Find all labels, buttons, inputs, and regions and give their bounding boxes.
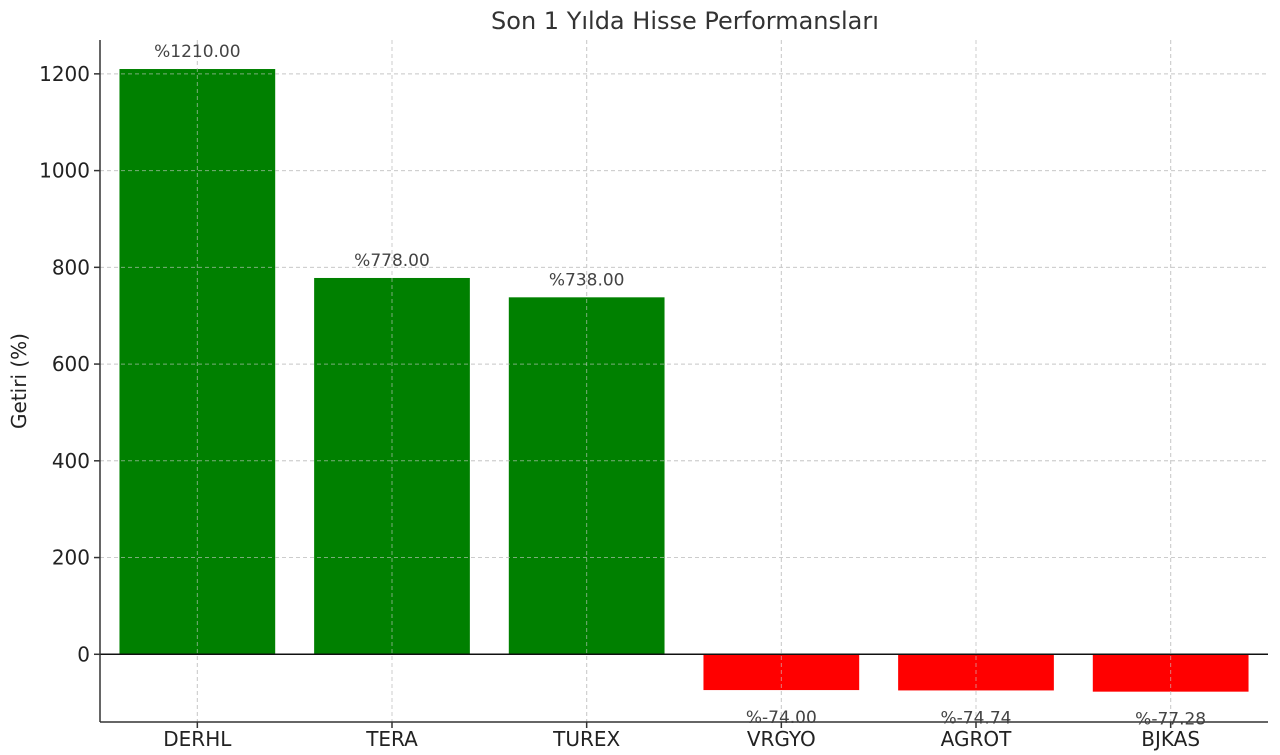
- y-tick-label: 600: [52, 352, 90, 376]
- x-tick-label-bjkas: BJKAS: [1141, 727, 1200, 751]
- data-label-turex: %738.00: [549, 270, 625, 290]
- data-label-derhl: %1210.00: [154, 42, 240, 62]
- data-label-agrot: %-74.74: [941, 708, 1012, 728]
- data-label-vrgyo: %-74.00: [746, 708, 817, 728]
- x-tick-label-derhl: DERHL: [163, 727, 232, 751]
- chart-title: Son 1 Yılda Hisse Performansları: [491, 7, 879, 35]
- y-tick-label: 1000: [39, 159, 90, 183]
- y-axis-label: Getiri (%): [7, 333, 31, 429]
- x-tick-label-tera: TERA: [365, 727, 418, 751]
- x-tick-label-vrgyo: VRGYO: [747, 727, 816, 751]
- y-tick-label: 200: [52, 546, 90, 570]
- y-tick-label: 400: [52, 449, 90, 473]
- x-tick-label-turex: TUREX: [552, 727, 620, 751]
- y-tick-label: 800: [52, 255, 90, 279]
- y-tick-label: 0: [77, 642, 90, 666]
- data-label-bjkas: %-77.28: [1135, 710, 1206, 730]
- x-tick-label-agrot: AGROT: [941, 727, 1012, 751]
- bar-tera: [314, 277, 470, 655]
- y-tick-label: 1200: [39, 62, 90, 86]
- data-label-tera: %778.00: [354, 251, 430, 271]
